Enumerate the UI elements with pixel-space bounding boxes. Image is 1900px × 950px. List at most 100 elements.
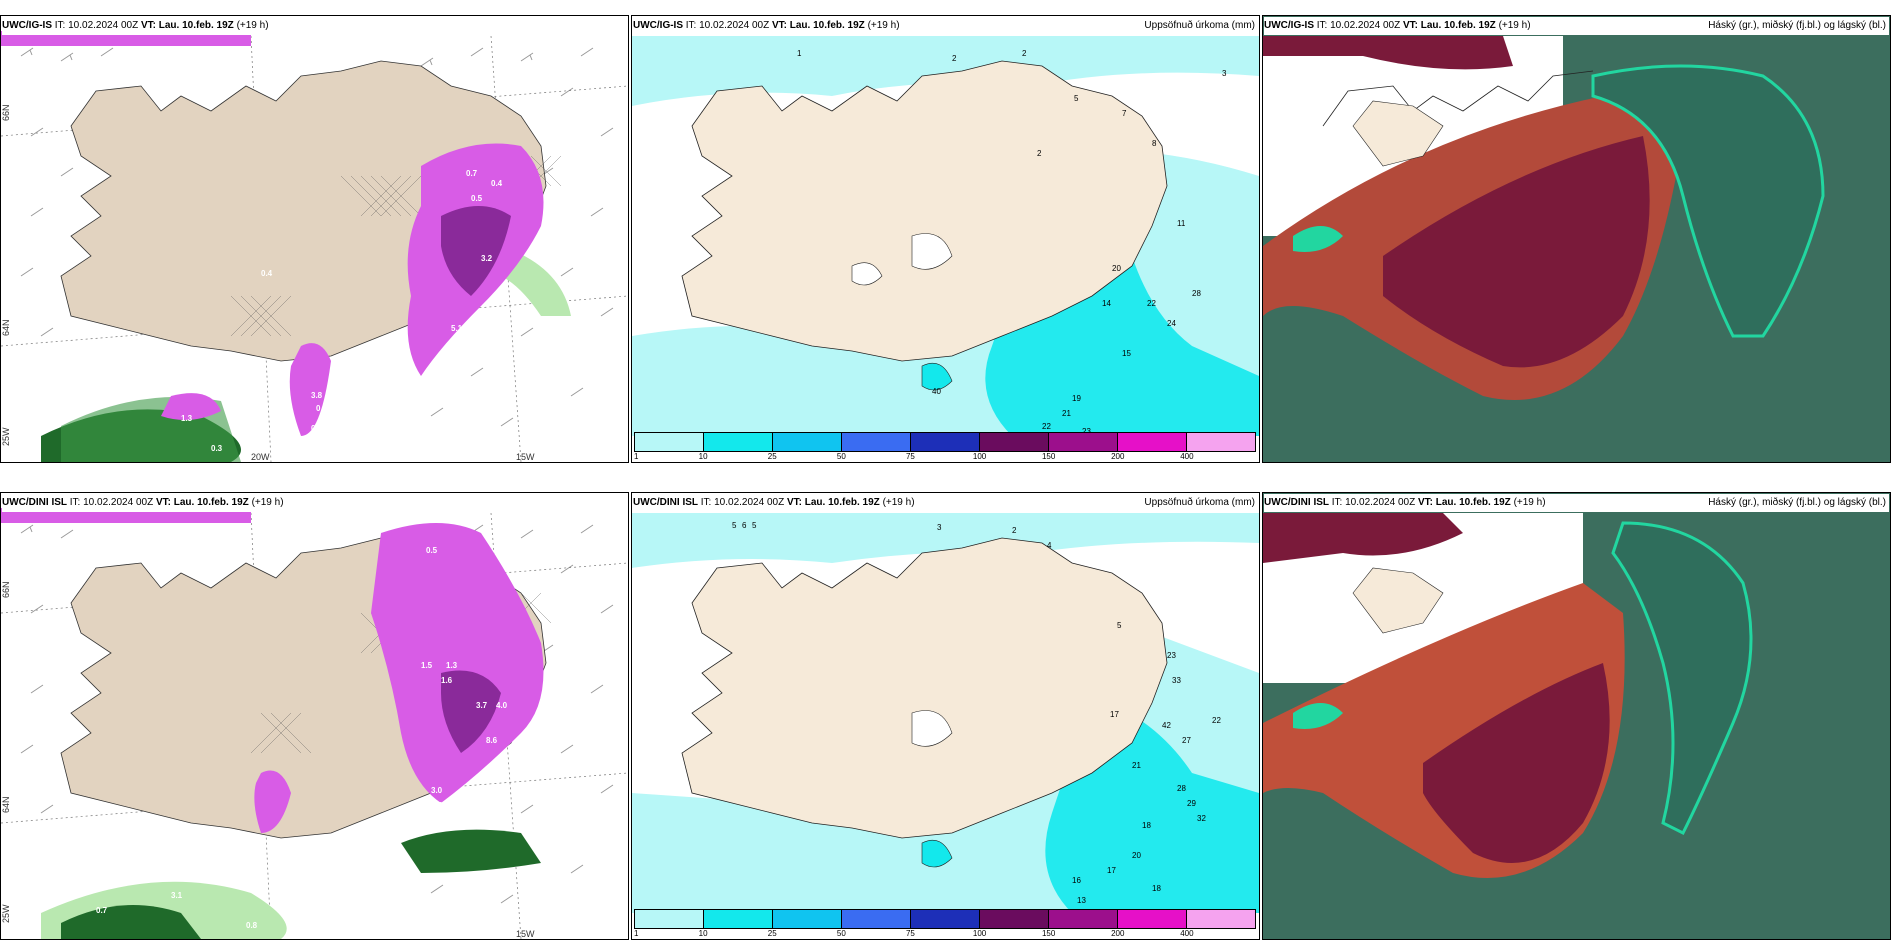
ptype-value: 0.6 bbox=[316, 404, 328, 413]
panel-header: UWC/IG-IS IT: 10.02.2024 00Z VT: Lau. 10… bbox=[1264, 17, 1889, 35]
panel-top-precip: 1 2 2 3 2 5 7 8 11 14 20 22 28 24 15 19 … bbox=[631, 15, 1260, 463]
low-cloud-edge bbox=[1591, 64, 1825, 338]
ptype-value: 8.6 bbox=[486, 736, 498, 745]
precip-value: 1 bbox=[797, 49, 802, 58]
colorbar-swatch bbox=[1049, 433, 1118, 451]
lon-label: 20W bbox=[251, 452, 270, 462]
panel-header: UWC/IG-IS IT: 10.02.2024 00Z VT: Lau. 10… bbox=[633, 17, 1258, 35]
axis-labels: 66N 64N 25W 15W bbox=[1, 581, 535, 939]
ptype-value: 5.1 bbox=[451, 324, 463, 333]
precip-value: 7 bbox=[1122, 109, 1127, 118]
vt-label: VT: bbox=[155, 497, 171, 508]
panel-top-ptype: 0.7 0.4 0.5 3.2 5.1 1.9 0.6 0.2 0.9 1.7 … bbox=[0, 15, 629, 463]
colorbar-tick-label: 400 bbox=[1180, 929, 1194, 938]
colorbar-swatch bbox=[635, 910, 704, 928]
colorbar-swatch bbox=[980, 433, 1049, 451]
lon-label: 25W bbox=[1, 904, 11, 923]
it-value: 10.02.2024 00Z bbox=[83, 497, 154, 508]
precip-value: 20 bbox=[1112, 264, 1121, 273]
precip-value: 6 bbox=[742, 521, 747, 530]
ptype-value: 0.5 bbox=[426, 546, 438, 555]
axis-labels: 66N 64N 25W 20W 15W bbox=[1, 104, 535, 462]
lat-label: 66N bbox=[1, 581, 11, 598]
panel-bottom-cloud: UWC/DINI ISL IT: 10.02.2024 00Z VT: Lau.… bbox=[1262, 492, 1891, 940]
vt-value: Lau. 10.feb. 19Z bbox=[804, 497, 880, 508]
ptype-value: 2.7 bbox=[321, 429, 333, 438]
lead-time: (+19 h) bbox=[867, 20, 900, 31]
precip-value: 20 bbox=[1132, 851, 1141, 860]
precip-value: 4 bbox=[1047, 541, 1052, 550]
colorbar-swatch bbox=[842, 433, 911, 451]
precip-value: 2 bbox=[1012, 526, 1017, 535]
lat-label: 66N bbox=[1, 104, 11, 121]
precip-value: 18 bbox=[1152, 884, 1161, 893]
precip-value: 16 bbox=[1072, 876, 1081, 885]
colorbar-tick-label: 100 bbox=[972, 452, 987, 461]
lead-time: (+19 h) bbox=[1513, 497, 1546, 508]
lead-time: (+19 h) bbox=[1498, 20, 1531, 31]
model-name: UWC/IG-IS bbox=[633, 20, 683, 31]
vt-label: VT: bbox=[1417, 497, 1433, 508]
lead-time: (+19 h) bbox=[236, 20, 269, 31]
model-name: UWC/DINI ISL bbox=[1264, 497, 1329, 508]
precip-value: 2 bbox=[1022, 49, 1027, 58]
precip-value: 3 bbox=[937, 523, 942, 532]
ptype-value: 0.5 bbox=[471, 194, 483, 203]
model-name: UWC/IG-IS bbox=[2, 20, 52, 31]
precip-value: 5 bbox=[1117, 621, 1122, 630]
precip-value: 23 bbox=[1082, 427, 1091, 436]
it-label: IT: bbox=[1331, 497, 1343, 508]
precip-value: 13 bbox=[1077, 896, 1086, 905]
panel-header: UWC/IG-IS IT: 10.02.2024 00Z VT: Lau. 10… bbox=[2, 17, 627, 35]
colorbar-tick-label: 50 bbox=[836, 929, 846, 938]
iceland-land bbox=[681, 60, 1168, 362]
panel-header: UWC/DINI ISL IT: 10.02.2024 00Z VT: Lau.… bbox=[1264, 494, 1889, 512]
it-label: IT: bbox=[54, 20, 66, 31]
panel-title: Uppsöfnuð úrkoma (mm) bbox=[1144, 497, 1255, 508]
precip-value: 24 bbox=[1167, 319, 1176, 328]
magenta-precip-east bbox=[371, 523, 544, 803]
panel-title: Uppsöfnuð úrkoma (mm) bbox=[1144, 20, 1255, 31]
precip-value: 21 bbox=[1062, 409, 1071, 418]
colorbar-cells bbox=[634, 909, 1256, 929]
colorbar-swatch bbox=[773, 910, 842, 928]
precip-value: 5 bbox=[732, 521, 737, 530]
precip-value: 11 bbox=[1177, 219, 1186, 228]
iceland-outline bbox=[1322, 70, 1594, 127]
cloud-map bbox=[1263, 493, 1890, 939]
panel-header: UWC/DINI ISL IT: 10.02.2024 00Z VT: Lau.… bbox=[2, 494, 627, 512]
colorbar-swatch bbox=[1187, 910, 1255, 928]
precip-value: 22 bbox=[1147, 299, 1156, 308]
model-name: UWC/DINI ISL bbox=[633, 497, 698, 508]
colorbar-tick-label: 75 bbox=[905, 929, 915, 938]
ptype-values: 0.5 1.5 1.3 1.6 3.7 4.0 8.6 3.0 2.5 0.5 … bbox=[96, 546, 508, 930]
it-value: 10.02.2024 00Z bbox=[1330, 20, 1401, 31]
colorbar: 1 10 25 50 75 100 150 200 400 bbox=[634, 909, 1256, 938]
ptype-value: 0.5 bbox=[391, 873, 403, 882]
ptype-value: 0.8 bbox=[246, 921, 258, 930]
colorbar-swatch bbox=[773, 433, 842, 451]
ptype-value: 3.8 bbox=[311, 391, 323, 400]
ptype-value: 4.0 bbox=[496, 701, 508, 710]
precip-value: 5 bbox=[752, 521, 757, 530]
lon-label: 15W bbox=[516, 452, 535, 462]
colorbar-swatch bbox=[1049, 910, 1118, 928]
precip-value: 17 bbox=[1110, 710, 1119, 719]
ptype-value: 1.5 bbox=[421, 661, 433, 670]
ptype-value: 3.1 bbox=[171, 891, 183, 900]
it-value: 10.02.2024 00Z bbox=[68, 20, 139, 31]
precip-value: 28 bbox=[1177, 784, 1186, 793]
it-value: 10.02.2024 00Z bbox=[699, 20, 770, 31]
vt-value: Lau. 10.feb. 19Z bbox=[173, 497, 249, 508]
colorbar-tick-label: 50 bbox=[836, 452, 846, 461]
precip-value: 33 bbox=[1172, 676, 1181, 685]
precip-value: 19 bbox=[1072, 394, 1081, 403]
precip-map: 1 2 2 3 2 5 7 8 11 14 20 22 28 24 15 19 … bbox=[632, 16, 1259, 462]
colorbar-tick-label: 150 bbox=[1041, 452, 1056, 461]
colorbar-swatch bbox=[911, 910, 980, 928]
colorbar-swatch bbox=[980, 910, 1049, 928]
ptype-value: 0.4 bbox=[491, 179, 503, 188]
ptype-value: 1.7 bbox=[301, 437, 313, 446]
vt-value: Lau. 10.feb. 19Z bbox=[158, 20, 234, 31]
precip-value: 5 bbox=[1074, 94, 1079, 103]
